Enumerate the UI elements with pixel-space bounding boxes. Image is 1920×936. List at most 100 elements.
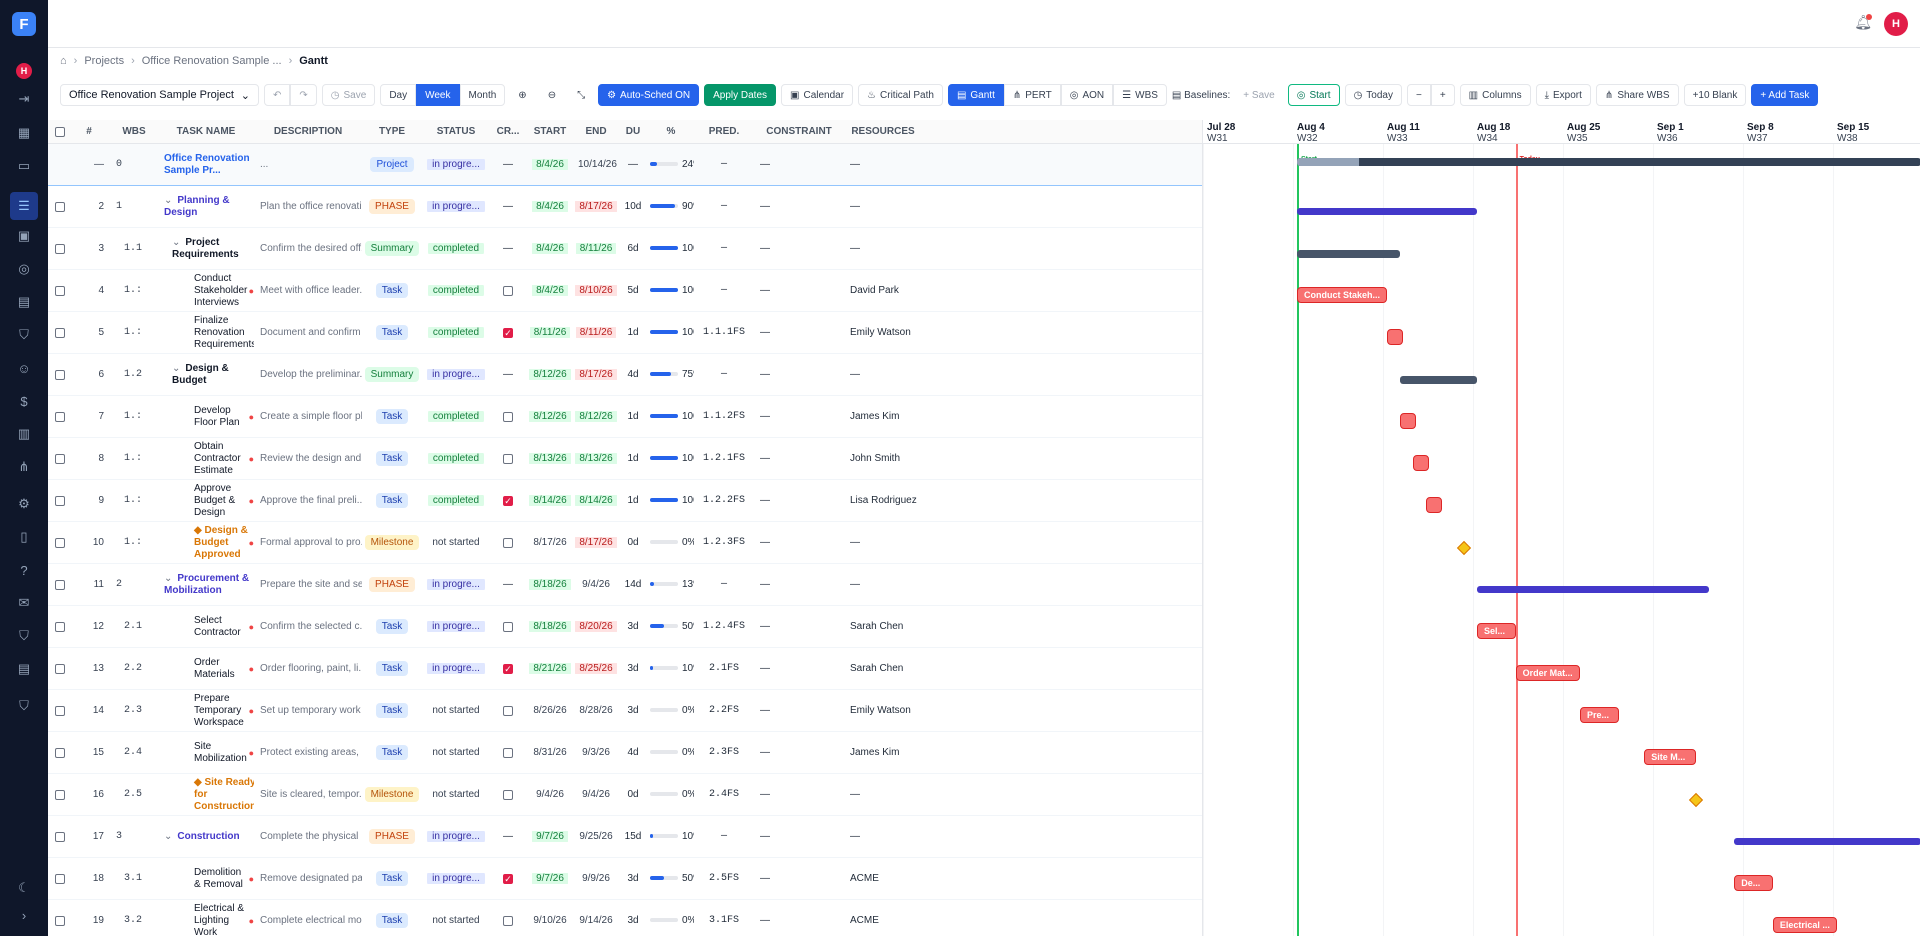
share-wbs-button[interactable]: ⋔ Share WBS [1595, 84, 1679, 106]
duration[interactable]: 4d [627, 369, 639, 380]
add-blank-button[interactable]: +10 Blank [1683, 84, 1747, 106]
column-header[interactable]: RESOURCES [851, 126, 915, 137]
summary-bar[interactable] [1297, 250, 1400, 258]
row-checkbox[interactable] [55, 327, 65, 338]
phase-bar[interactable] [1734, 838, 1920, 845]
duration[interactable]: 1d [627, 411, 639, 422]
start-date[interactable]: 9/4/26 [536, 789, 564, 800]
duration[interactable]: 6d [627, 243, 639, 254]
predecessors[interactable]: 2.1FS [708, 663, 739, 674]
expand-icon[interactable]: › [21, 907, 27, 923]
table-row[interactable]: 3 1.1 ⌄ Project Requirements Confirm the des… [48, 228, 1202, 270]
constraint[interactable]: — [760, 621, 770, 632]
duration[interactable]: 0d [627, 789, 639, 800]
status-badge[interactable]: completed [427, 411, 485, 422]
status-badge[interactable]: in progre... [427, 201, 485, 212]
check-circle-icon[interactable]: ◎ [18, 261, 30, 276]
dashboard-icon[interactable]: ▦ [17, 125, 31, 140]
duration[interactable]: 3d [627, 873, 639, 884]
duration[interactable]: 10d [624, 201, 642, 212]
table-row[interactable]: 13 2.2 Order Materials ● Order flooring, pai… [48, 648, 1202, 690]
table-row[interactable]: 4 1.: Conduct Stakeholder Interviews ● Meet … [48, 270, 1202, 312]
share-icon[interactable]: ⋔ [18, 459, 30, 474]
row-checkbox[interactable] [55, 243, 65, 254]
add-task-button[interactable]: + Add Task [1751, 84, 1819, 106]
duration[interactable]: — [628, 159, 638, 170]
critical-checkbox[interactable] [503, 789, 513, 800]
table-row[interactable]: 19 3.2 Electrical & Lighting Work ● Complete… [48, 900, 1202, 936]
critical-checkbox[interactable] [503, 705, 513, 716]
column-header[interactable]: CR... [496, 126, 520, 137]
constraint[interactable]: — [760, 369, 770, 380]
chart-icon[interactable]: ▥ [17, 426, 31, 441]
wbs-view-button[interactable]: ☰ WBS [1113, 84, 1167, 106]
end-date[interactable]: 10/14/26 [578, 159, 617, 170]
resources[interactable]: Sarah Chen [850, 621, 904, 632]
apply-dates-button[interactable]: Apply Dates [704, 84, 777, 106]
table-row[interactable]: 8 1.: Obtain Contractor Estimate ● Review th… [48, 438, 1202, 480]
project-select[interactable]: Office Renovation Sample Project ⌄ [60, 84, 259, 106]
task-name[interactable]: Demolition & Removal [194, 866, 243, 890]
constraint[interactable]: — [760, 411, 770, 422]
predecessors[interactable]: — [720, 201, 727, 212]
constraint[interactable]: — [760, 537, 770, 548]
export-button[interactable]: ⤓ Export [1535, 84, 1591, 106]
resources[interactable]: ACME [850, 873, 879, 884]
row-checkbox[interactable] [55, 663, 65, 674]
row-checkbox[interactable] [55, 537, 65, 548]
table-row[interactable]: 14 2.3 Prepare Temporary Workspace ● Set up … [48, 690, 1202, 732]
task-name[interactable]: Finalize Renovation Requirements [194, 314, 254, 350]
chevron-down-icon[interactable]: ⌄ [172, 236, 181, 248]
constraint[interactable]: — [760, 747, 770, 758]
start-date[interactable]: 8/13/26 [529, 453, 571, 464]
critical-checkbox[interactable] [503, 453, 513, 464]
duration[interactable]: 1d [627, 495, 639, 506]
end-date[interactable]: 8/17/26 [575, 369, 617, 380]
critical-path-button[interactable]: ♨ Critical Path [858, 84, 943, 106]
undo-button[interactable]: ↶ [264, 84, 291, 106]
shield-icon[interactable]: ⛉ [19, 327, 29, 342]
predecessors[interactable]: — [720, 369, 727, 380]
task-name[interactable]: Electrical & Lighting Work [194, 902, 245, 936]
mail-icon[interactable]: ✉ [18, 595, 30, 610]
constraint[interactable]: — [760, 789, 770, 800]
end-date[interactable]: 9/9/26 [582, 873, 610, 884]
end-date[interactable]: 8/13/26 [575, 453, 617, 464]
start-date[interactable]: 8/26/26 [533, 705, 567, 716]
constraint[interactable]: — [760, 495, 770, 506]
row-checkbox[interactable] [55, 579, 65, 590]
phase-bar[interactable] [1297, 208, 1478, 215]
task-name[interactable]: Develop Floor Plan [194, 404, 240, 428]
task-bar[interactable]: Order Mat... [1515, 665, 1580, 681]
column-header[interactable]: STATUS [436, 126, 476, 137]
start-date[interactable]: 8/18/26 [529, 579, 571, 590]
row-checkbox[interactable] [55, 873, 65, 884]
critical-checkbox[interactable] [503, 537, 513, 548]
auto-schedule-button[interactable]: ⚙ Auto-Sched ON [598, 84, 700, 106]
status-badge[interactable]: completed [427, 495, 485, 506]
resources[interactable]: — [850, 369, 860, 380]
critical-checkbox[interactable] [503, 285, 513, 296]
table-row[interactable]: 6 1.2 ⌄ Design & Budget Develop the prelimin… [48, 354, 1202, 396]
end-date[interactable]: 9/25/26 [579, 831, 613, 842]
resources[interactable]: ACME [850, 915, 879, 926]
duration[interactable]: 3d [627, 621, 639, 632]
row-checkbox[interactable] [55, 621, 65, 632]
duration[interactable]: 4d [627, 747, 639, 758]
predecessors[interactable]: 2.2FS [708, 705, 739, 716]
users-icon[interactable]: ☺ [17, 360, 31, 376]
column-header[interactable]: DESCRIPTION [273, 126, 343, 137]
predecessors[interactable]: — [720, 579, 727, 590]
resources[interactable]: James Kim [850, 747, 900, 758]
start-date[interactable]: 8/4/26 [532, 243, 568, 254]
critical-checkbox[interactable] [503, 873, 513, 884]
task-bar[interactable]: Electrical ... [1772, 917, 1838, 933]
task-name[interactable]: Select Contractor [194, 614, 241, 638]
end-date[interactable]: 8/14/26 [575, 495, 617, 506]
predecessors[interactable]: 3.1FS [708, 915, 739, 926]
zoom-in-icon[interactable]: ⊕ [510, 84, 535, 106]
summary-bar[interactable] [1399, 376, 1478, 384]
chevron-down-icon[interactable]: ⌄ [164, 572, 173, 584]
collapse-icon[interactable]: ⤡ [569, 84, 594, 106]
zoom-out-icon[interactable]: ⊖ [539, 84, 565, 106]
